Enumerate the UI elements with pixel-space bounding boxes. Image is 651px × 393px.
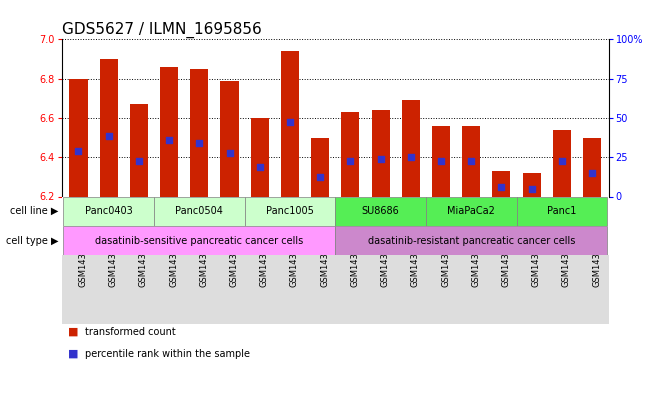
Point bbox=[194, 140, 204, 147]
Bar bbox=[335, 196, 426, 226]
Bar bbox=[130, 104, 148, 196]
Point bbox=[284, 119, 295, 125]
Text: SU8686: SU8686 bbox=[362, 206, 400, 216]
Bar bbox=[251, 118, 269, 196]
Point bbox=[466, 158, 477, 164]
Bar bbox=[432, 126, 450, 196]
Point bbox=[376, 156, 386, 162]
Point bbox=[557, 158, 567, 164]
Text: ■: ■ bbox=[68, 349, 79, 359]
Text: dasatinib-sensitive pancreatic cancer cells: dasatinib-sensitive pancreatic cancer ce… bbox=[95, 236, 303, 246]
Point bbox=[74, 148, 84, 154]
Point bbox=[133, 158, 144, 164]
Bar bbox=[63, 226, 335, 255]
Text: Panc0403: Panc0403 bbox=[85, 206, 133, 216]
Point bbox=[225, 150, 235, 156]
Text: GSM1435699: GSM1435699 bbox=[532, 231, 540, 287]
Text: GSM1435701: GSM1435701 bbox=[592, 231, 601, 287]
Bar bbox=[160, 67, 178, 196]
Text: transformed count: transformed count bbox=[85, 327, 175, 337]
Point bbox=[436, 158, 446, 164]
Bar bbox=[281, 51, 299, 196]
Text: GSM1435694: GSM1435694 bbox=[381, 231, 389, 287]
Point bbox=[104, 132, 114, 139]
Bar bbox=[402, 100, 420, 196]
Point bbox=[315, 174, 326, 180]
Bar bbox=[426, 196, 516, 226]
Text: GSM1435700: GSM1435700 bbox=[562, 231, 571, 287]
Text: GSM1435688: GSM1435688 bbox=[199, 231, 208, 287]
Text: ■: ■ bbox=[68, 327, 79, 337]
Bar bbox=[100, 59, 118, 196]
Bar bbox=[63, 196, 154, 226]
Bar bbox=[221, 81, 238, 196]
Text: GDS5627 / ILMN_1695856: GDS5627 / ILMN_1695856 bbox=[62, 22, 262, 38]
Bar bbox=[341, 112, 359, 196]
Text: GSM1435695: GSM1435695 bbox=[411, 231, 420, 287]
Bar bbox=[335, 226, 607, 255]
Text: cell type ▶: cell type ▶ bbox=[6, 236, 59, 246]
Text: GSM1435698: GSM1435698 bbox=[501, 231, 510, 287]
Text: GSM1435690: GSM1435690 bbox=[260, 231, 269, 287]
Bar bbox=[372, 110, 390, 196]
Text: GSM1435687: GSM1435687 bbox=[169, 231, 178, 287]
Bar bbox=[70, 79, 87, 196]
Bar bbox=[516, 196, 607, 226]
Point bbox=[587, 170, 597, 176]
Point bbox=[345, 158, 355, 164]
Text: GSM1435696: GSM1435696 bbox=[441, 231, 450, 287]
Point bbox=[406, 154, 416, 160]
Text: cell line ▶: cell line ▶ bbox=[10, 206, 59, 216]
Text: GSM1435691: GSM1435691 bbox=[290, 231, 299, 287]
Text: Panc1: Panc1 bbox=[547, 206, 577, 216]
Text: GSM1435692: GSM1435692 bbox=[320, 231, 329, 287]
Bar bbox=[523, 173, 541, 196]
Bar bbox=[311, 138, 329, 196]
Text: Panc0504: Panc0504 bbox=[175, 206, 223, 216]
Text: GSM1435684: GSM1435684 bbox=[79, 231, 87, 287]
Bar bbox=[583, 138, 601, 196]
Point bbox=[496, 184, 506, 190]
Bar bbox=[154, 196, 245, 226]
Text: MiaPaCa2: MiaPaCa2 bbox=[447, 206, 495, 216]
Text: GSM1435689: GSM1435689 bbox=[230, 231, 238, 287]
Bar bbox=[553, 130, 571, 196]
Text: GSM1435685: GSM1435685 bbox=[109, 231, 118, 287]
Point bbox=[255, 164, 265, 170]
Text: dasatinib-resistant pancreatic cancer cells: dasatinib-resistant pancreatic cancer ce… bbox=[368, 236, 575, 246]
Text: GSM1435686: GSM1435686 bbox=[139, 231, 148, 287]
Bar bbox=[190, 69, 208, 196]
Text: GSM1435697: GSM1435697 bbox=[471, 231, 480, 287]
Point bbox=[164, 136, 174, 143]
Point bbox=[527, 185, 537, 192]
Text: GSM1435693: GSM1435693 bbox=[350, 231, 359, 287]
Text: Panc1005: Panc1005 bbox=[266, 206, 314, 216]
Bar bbox=[462, 126, 480, 196]
Bar bbox=[245, 196, 335, 226]
Bar bbox=[492, 171, 510, 196]
Text: percentile rank within the sample: percentile rank within the sample bbox=[85, 349, 249, 359]
